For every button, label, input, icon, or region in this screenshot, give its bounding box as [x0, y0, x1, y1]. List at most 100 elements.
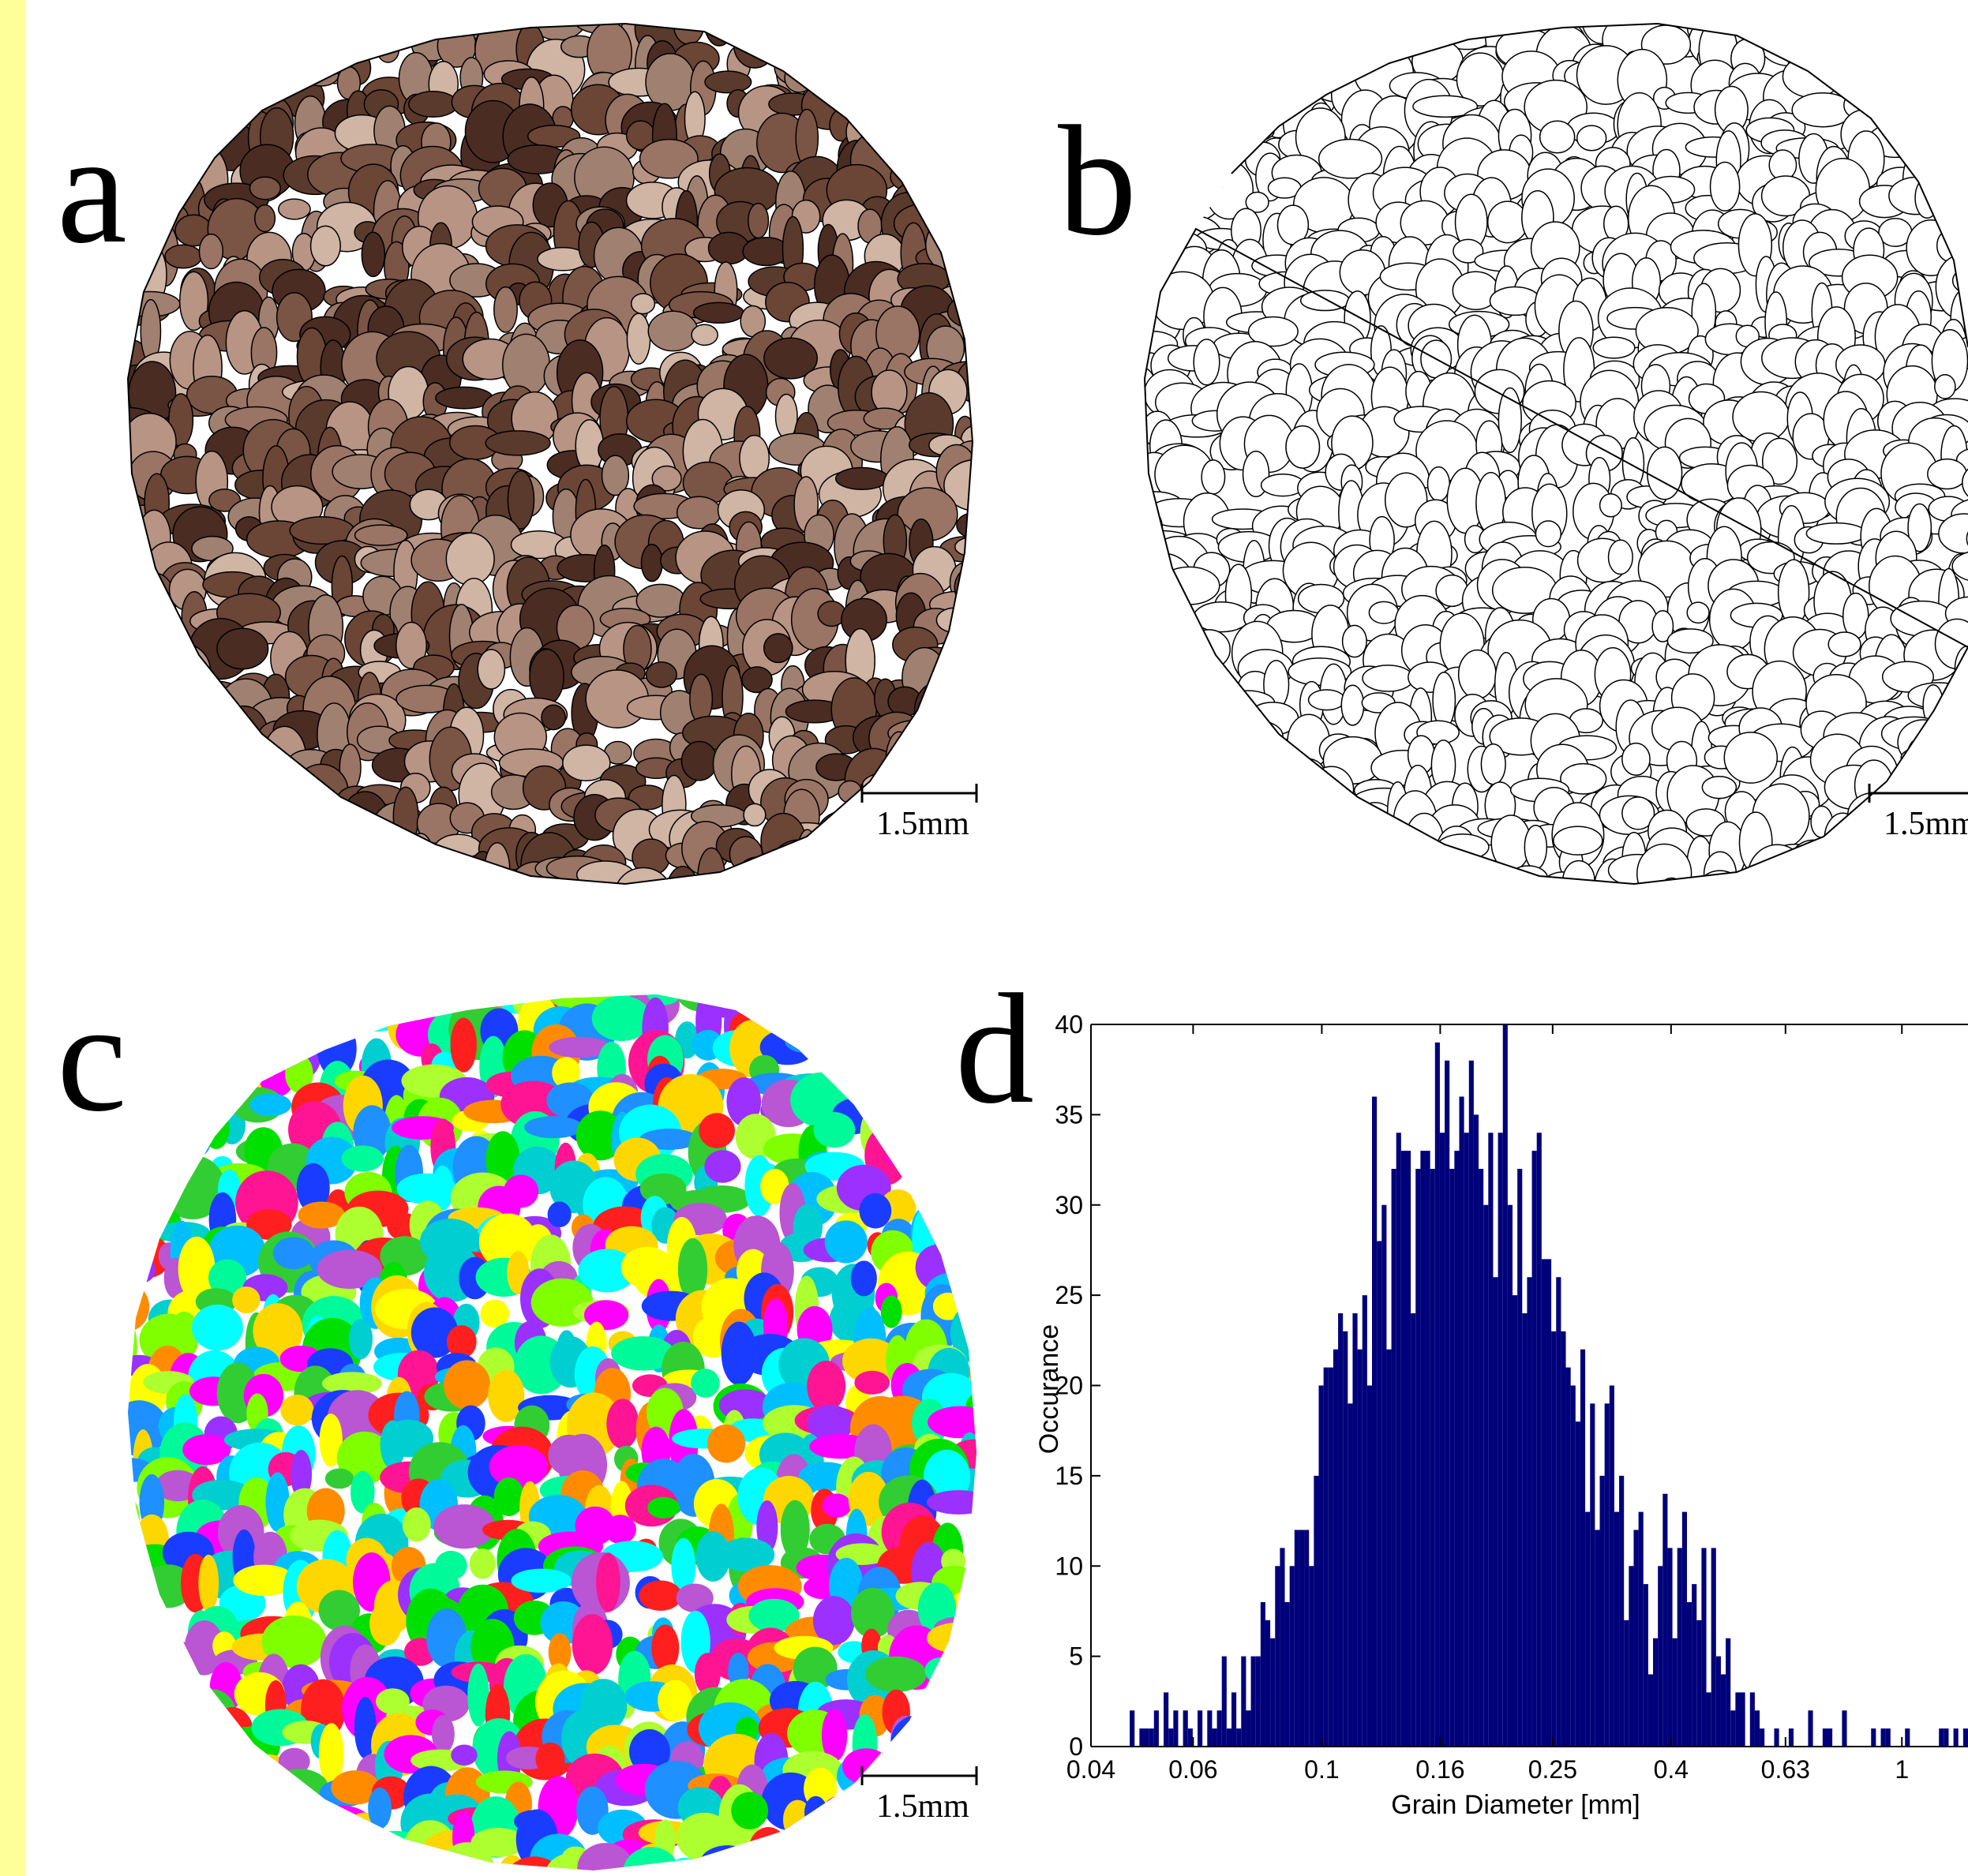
histogram-bar [1459, 1096, 1464, 1747]
histogram-bar [1348, 1403, 1353, 1747]
grain [578, 1249, 636, 1293]
histogram-bar [1672, 1638, 1677, 1747]
grain [207, 1013, 231, 1065]
grain [812, 1596, 855, 1646]
grain [289, 24, 315, 32]
grain [712, 898, 770, 931]
grain [972, 372, 973, 418]
grain [350, 1470, 375, 1514]
grain [1214, 24, 1249, 65]
grain [1145, 61, 1173, 124]
grain [856, 865, 881, 884]
histogram-bar [1944, 1728, 1949, 1747]
grain [1225, 24, 1266, 35]
grain [1801, 25, 1832, 54]
grain [442, 888, 463, 922]
grain [926, 1490, 977, 1515]
grain [143, 66, 208, 124]
histogram-bar [1265, 1620, 1271, 1747]
grain [886, 758, 950, 813]
grain [362, 24, 401, 51]
grain [1241, 730, 1269, 792]
grain [958, 1721, 977, 1771]
grain [128, 752, 175, 799]
grain [894, 24, 930, 51]
grain [1840, 904, 1869, 929]
histogram-bar [1822, 1728, 1827, 1747]
grain [763, 919, 785, 931]
grain [1160, 631, 1210, 696]
grain [422, 994, 467, 1001]
grain [1245, 808, 1306, 869]
grain [1168, 696, 1203, 747]
grain [935, 607, 973, 634]
grain [1934, 373, 1956, 399]
grain [926, 1622, 977, 1654]
grain [743, 994, 790, 1000]
grain [760, 1168, 789, 1204]
grain [307, 819, 331, 874]
grain [477, 649, 506, 690]
grain [1343, 24, 1368, 60]
grain [493, 1477, 525, 1517]
grain [676, 1583, 714, 1613]
grain [731, 24, 779, 29]
grain [1145, 688, 1151, 725]
grain [1180, 104, 1206, 145]
grain [456, 901, 479, 931]
histogram-bar [1585, 1511, 1591, 1747]
grain [230, 758, 284, 800]
grain [714, 881, 774, 884]
histogram-bar [1871, 1728, 1876, 1747]
grain [914, 1737, 977, 1776]
grain [179, 840, 202, 884]
grain [232, 1818, 280, 1863]
grain [694, 1653, 721, 1695]
grain [197, 848, 264, 884]
grain [767, 1837, 823, 1861]
grain [1252, 39, 1284, 71]
grain [233, 1564, 295, 1597]
grain [120, 902, 157, 931]
grain [748, 1598, 800, 1633]
x-tick-label: 0.16 [1415, 1755, 1464, 1784]
grain [871, 1042, 934, 1097]
grain [596, 1552, 620, 1612]
grain [257, 994, 298, 1039]
grain [128, 71, 166, 121]
grain [784, 63, 815, 93]
grain [1235, 848, 1288, 884]
scale-bar-c [860, 1766, 978, 1785]
y-tick-label: 25 [1055, 1281, 1083, 1309]
grain [962, 193, 973, 226]
grain [976, 470, 999, 530]
grain [1809, 910, 1873, 931]
grain [310, 947, 351, 968]
grain [1212, 789, 1272, 835]
grain [1412, 95, 1479, 118]
grain [1948, 170, 1968, 204]
grain [849, 1851, 913, 1870]
x-tick-label: 0.63 [1761, 1755, 1810, 1784]
panel-d: d 0 5 10 15 20 25 30 35 40 0.04 0.06 0.1 0.16 0.25 0.… [955, 939, 1968, 1876]
grain [1806, 861, 1854, 884]
grain [1145, 178, 1183, 225]
grain [128, 1798, 171, 1850]
grain [905, 994, 943, 1031]
grain [231, 994, 282, 997]
grain [1962, 459, 1968, 507]
grain [317, 24, 355, 67]
grain [485, 430, 551, 456]
grain [128, 1282, 150, 1331]
grain [1240, 844, 1273, 880]
grain [879, 994, 917, 1032]
grain [1850, 907, 1910, 931]
grain [876, 1100, 939, 1137]
grain [300, 994, 324, 998]
grain [238, 953, 293, 990]
histogram-bar [1275, 1566, 1280, 1747]
grain [1359, 856, 1426, 884]
histogram-bar [1726, 1638, 1731, 1747]
grain [950, 1233, 977, 1277]
grain [793, 1835, 819, 1869]
